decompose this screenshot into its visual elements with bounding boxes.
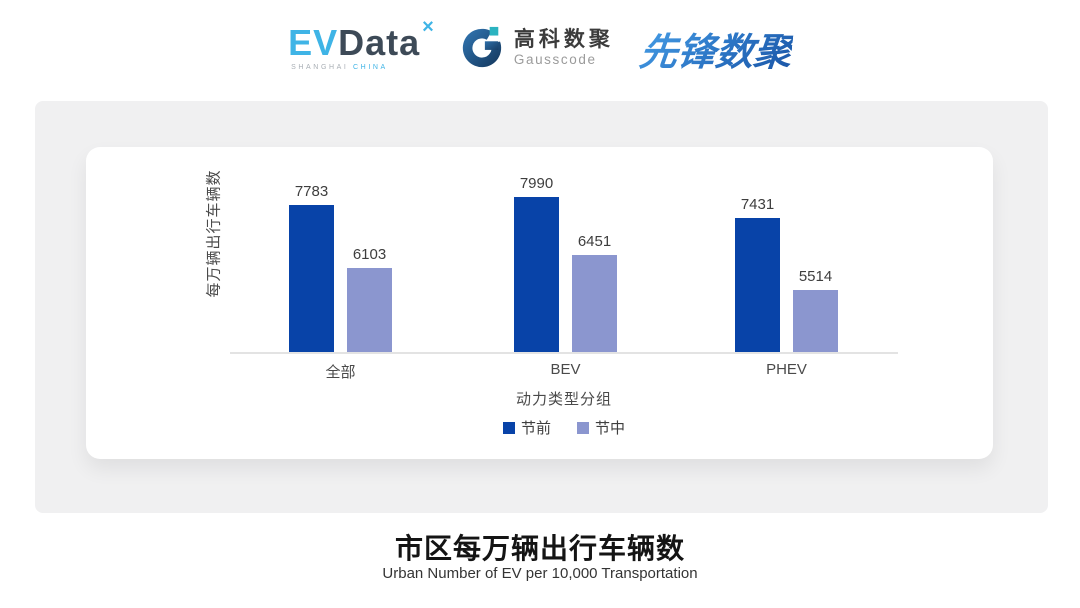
bar-value-节前-全部: 7783 — [294, 183, 329, 200]
gausscode-en-text: Gausscode — [513, 51, 597, 67]
bar-value-节中-全部: 6103 — [352, 246, 387, 263]
bar-chart-plot: 7783 6103 7990 6451 7431 5514 — [86, 147, 993, 352]
gausscode-g-icon — [462, 26, 501, 68]
evdata-wordmark: EV Data × — [288, 17, 434, 63]
legend-marker-节前 — [502, 421, 515, 434]
chart-title-cn: 市区每万辆出行车辆数 — [394, 533, 685, 564]
bar-group-BEV: 7990 6451 — [514, 147, 617, 352]
legend-item-节中: 节中 — [577, 417, 625, 438]
bar-value-节前-BEV: 7990 — [519, 175, 554, 192]
evdata-shanghai-text: SHANGHAI — [291, 64, 349, 71]
chart-card: 每万辆出行车辆数 7783 6103 7990 6451 7431 5514 动力类型分组… — [86, 147, 993, 459]
evdata-star-icon: × — [422, 16, 435, 38]
chart-title-en: Urban Number of EV per 10,000 Transporta… — [382, 565, 698, 582]
bar-group-PHEV: 7431 5514 — [735, 147, 838, 352]
evdata-data-text: Data — [338, 22, 421, 63]
gausscode-logo: 高科数聚 Gausscode — [459, 25, 614, 71]
gausscode-wordmark: 高科数聚 Gausscode — [513, 27, 614, 67]
bar-节中-PHEV — [793, 290, 838, 352]
gausscode-cn-text: 高科数聚 — [513, 27, 614, 51]
legend-label-节前: 节前 — [520, 420, 551, 437]
bar-节前-PHEV — [735, 218, 780, 352]
bar-节前-BEV — [514, 197, 559, 352]
evdata-ev-text: EV — [288, 22, 339, 63]
chart-panel: 每万辆出行车辆数 7783 6103 7990 6451 7431 5514 动力类型分组… — [35, 101, 1048, 513]
chart-legend: 节前 节中 — [230, 417, 898, 438]
x-tick-全部: 全部 — [325, 364, 356, 381]
legend-label-节中: 节中 — [595, 420, 626, 437]
legend-marker-节中 — [577, 421, 589, 434]
bar-节中-全部 — [347, 268, 392, 352]
xianfeng-logo: 先锋数聚 — [637, 21, 795, 76]
x-axis-title: 动力类型分组 — [515, 391, 612, 408]
legend-item-节前: 节前 — [502, 417, 551, 438]
x-tick-BEV: BEV — [550, 361, 581, 378]
bar-value-节前-PHEV: 7431 — [740, 196, 775, 213]
bar-value-节中-PHEV: 5514 — [798, 268, 833, 285]
bar-节前-全部 — [289, 205, 334, 352]
evdata-logo: EV Data × SHANGHAI CHINA — [288, 17, 434, 71]
bar-value-节中-BEV: 6451 — [577, 233, 612, 250]
evdata-china-text: CHINA — [353, 64, 388, 71]
bar-group-全部: 7783 6103 — [289, 147, 392, 352]
evdata-subtitle: SHANGHAI CHINA — [288, 64, 433, 71]
bar-节中-BEV — [572, 255, 617, 352]
header-logos: EV Data × SHANGHAI CHINA 高科数聚 Gausscode 先锋… — [0, 12, 1080, 84]
x-tick-PHEV: PHEV — [766, 361, 807, 378]
x-axis-line — [230, 352, 898, 354]
